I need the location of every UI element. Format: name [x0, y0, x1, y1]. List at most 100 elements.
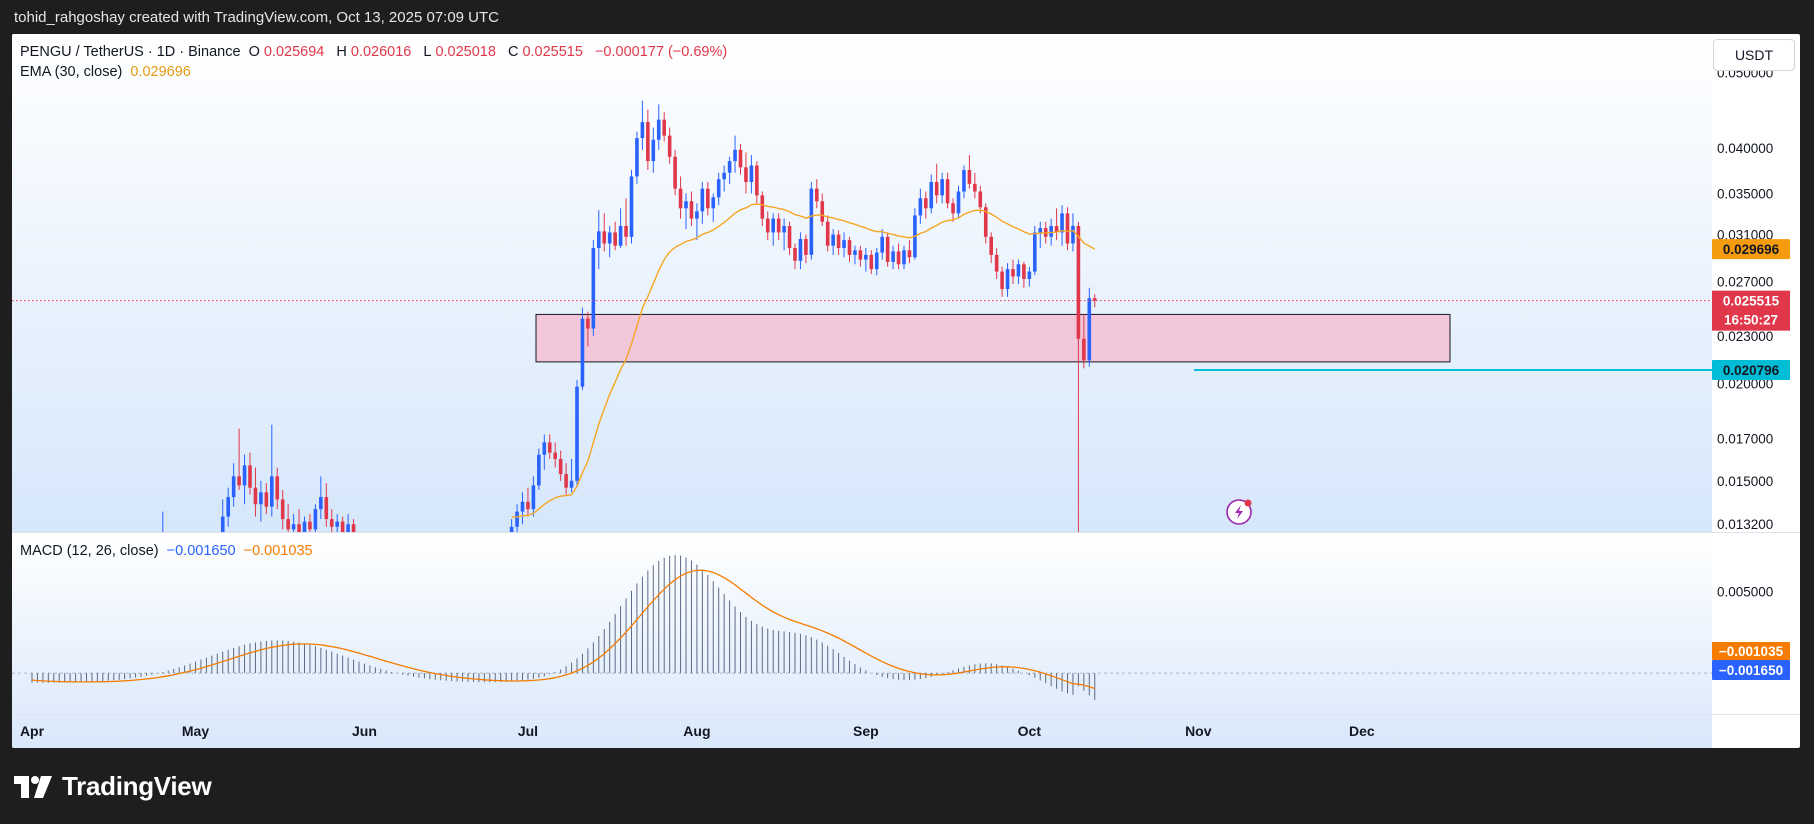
- candle-body: [324, 497, 329, 520]
- candle-body: [237, 476, 241, 486]
- candle-body: [280, 499, 285, 520]
- candle-body: [787, 225, 792, 248]
- candle-body: [820, 201, 825, 222]
- candle-body: [864, 254, 868, 260]
- price-tick-label: 0.013200: [1717, 517, 1773, 532]
- brand-name: TradingView: [62, 771, 212, 801]
- macd-legend[interactable]: MACD (12, 26, close) −0.001650 −0.001035: [20, 543, 317, 559]
- support-badge-bg: [1712, 360, 1790, 381]
- macd-badge-bg: [1712, 660, 1790, 680]
- price-tick-label: 0.040000: [1717, 141, 1773, 156]
- candle-body: [346, 524, 350, 532]
- candle-body: [962, 170, 966, 192]
- candle-body: [967, 170, 972, 184]
- time-label: May: [182, 723, 209, 739]
- change-value: −0.000177 (−0.69%): [594, 44, 728, 60]
- macd-value: −0.001650: [166, 543, 236, 559]
- candle-body: [226, 497, 230, 517]
- candle-body: [564, 474, 568, 488]
- high-label: H: [336, 44, 347, 60]
- candle-body: [253, 487, 258, 505]
- candle-body: [580, 318, 585, 387]
- candle-body: [1000, 271, 1004, 290]
- support-badge: 0.020796: [1723, 363, 1780, 378]
- candle-body: [553, 452, 557, 459]
- time-label: Nov: [1185, 723, 1212, 739]
- symbol-label[interactable]: PENGU / TetherUS · 1D · Binance: [20, 44, 241, 60]
- candle-body: [1027, 271, 1032, 279]
- ema-legend[interactable]: EMA (30, close) 0.029696: [20, 64, 195, 80]
- time-label: Aug: [683, 723, 710, 739]
- candle-body: [989, 236, 993, 255]
- candle-body: [656, 119, 661, 140]
- time-label: Jun: [352, 723, 377, 739]
- candle-body: [869, 254, 874, 270]
- candle-body: [902, 250, 906, 265]
- price-tick-label: 0.031000: [1717, 228, 1773, 243]
- chart-frame[interactable]: 0.005000 0.050000 0.040000 0.035000 0.03100…: [12, 34, 1800, 748]
- candle-body: [597, 231, 601, 248]
- candle-body: [1071, 225, 1075, 244]
- candle-body: [1033, 232, 1037, 272]
- candle-body: [662, 119, 666, 136]
- candle-body: [880, 236, 884, 253]
- candle-body: [531, 485, 536, 510]
- candle-body: [673, 156, 677, 189]
- last-price-badge: 0.025515: [1723, 294, 1780, 309]
- tradingview-logo-icon: [14, 775, 52, 798]
- candle-body: [1022, 264, 1026, 279]
- candle-body: [749, 165, 754, 182]
- macd-label: MACD (12, 26, close): [20, 543, 159, 559]
- candle-body: [798, 239, 803, 261]
- candle-body: [1049, 225, 1053, 237]
- credit-text: tohid_rahgoshay created with TradingView…: [14, 9, 500, 26]
- price-tick-label: 0.027000: [1717, 274, 1773, 289]
- candle-body: [308, 521, 312, 530]
- candle-body: [1076, 225, 1081, 339]
- ema-line: [511, 203, 1096, 518]
- candle-body: [586, 318, 590, 329]
- candle-body: [733, 149, 737, 162]
- candle-body: [558, 458, 563, 475]
- time-label: Dec: [1349, 723, 1375, 739]
- candle-body: [1082, 338, 1086, 361]
- candle-body: [885, 236, 890, 262]
- candle-body: [618, 225, 623, 246]
- candle-body: [924, 198, 928, 209]
- candle-body: [286, 519, 290, 530]
- macd-tick-label: 0.005000: [1717, 584, 1773, 599]
- chart-canvas[interactable]: 0.005000 0.0500000.0400000.0350000.03100…: [12, 34, 1800, 748]
- candle-body: [858, 250, 863, 260]
- time-label: Jul: [518, 723, 538, 739]
- time-label: Apr: [20, 723, 45, 739]
- candle-body: [231, 476, 236, 498]
- candle-body: [526, 501, 530, 510]
- ema-value: 0.029696: [130, 64, 191, 80]
- high-value: 0.026016: [350, 44, 412, 60]
- candle-body: [782, 225, 786, 233]
- candle-body: [313, 509, 318, 530]
- macd-signal-line: [31, 569, 1096, 690]
- candle-body: [918, 198, 923, 216]
- candle-body: [248, 465, 252, 488]
- candle-body: [515, 511, 519, 527]
- candle-body: [651, 139, 656, 162]
- candle-body: [520, 501, 525, 512]
- candle-body: [1016, 264, 1021, 277]
- candle-body: [907, 250, 912, 258]
- lightning-icon[interactable]: [1226, 499, 1252, 525]
- candle-body: [340, 521, 345, 532]
- signal-value: −0.001035: [243, 543, 313, 559]
- ema-badge: 0.029696: [1723, 242, 1780, 257]
- candle-body: [874, 252, 879, 270]
- candle-body: [929, 181, 934, 209]
- open-value: 0.025694: [263, 44, 325, 60]
- candle-body: [351, 524, 356, 532]
- candle-body: [678, 188, 683, 209]
- macd-signal-badge-bg: [1712, 642, 1790, 660]
- candle-body: [825, 221, 830, 246]
- close-value: 0.025515: [522, 44, 583, 60]
- candle-body: [760, 195, 765, 219]
- currency-button[interactable]: USDT: [1713, 39, 1795, 71]
- candle-body: [667, 135, 672, 157]
